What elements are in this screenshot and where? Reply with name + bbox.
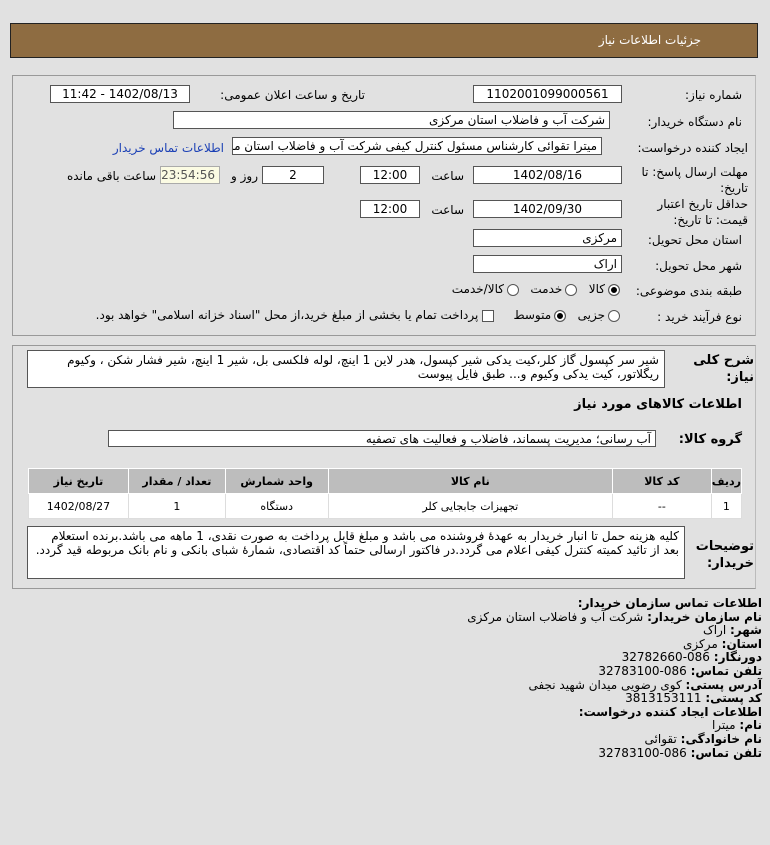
deadline-time-field: 12:00 (360, 166, 420, 184)
phone-value: 086-32783100 (598, 663, 687, 678)
announce-label: تاریخ و ساعت اعلان عمومی: (220, 88, 365, 102)
notes-field: کلیه هزینه حمل تا انبار خریدار به عهدهٔ … (27, 526, 685, 579)
process-label: نوع فرآیند خرید : (657, 310, 742, 324)
process-radio-group: جزیی متوسط پرداخت تمام یا بخشی از مبلغ خ… (96, 308, 620, 322)
contact-title: اطلاعات تماس سازمان خریدار: (577, 596, 762, 610)
contact-info: اطلاعات تماس سازمان خریدار: نام سازمان خ… (467, 596, 762, 760)
deadline-date-field: 1402/08/16 (473, 166, 622, 184)
family-value: تقوائی (644, 731, 677, 746)
col-date: تاریخ نیاز (28, 468, 129, 494)
city-label: شهر: (730, 623, 762, 638)
remaining-label: ساعت باقی مانده (66, 169, 156, 183)
validity-time-field: 12:00 (360, 200, 420, 218)
creator-phone-value: 086-32783100 (598, 745, 687, 760)
cell-qty: 1 (127, 493, 226, 519)
province-field: مرکزی (473, 229, 622, 247)
cell-row: 1 (710, 493, 743, 519)
province-label: استان محل تحویل: (647, 233, 742, 247)
goods-section-title: اطلاعات کالاهای مورد نیاز (574, 397, 742, 412)
fax-label: دورنگار: (713, 650, 762, 665)
cell-unit: دستگاه (224, 493, 329, 519)
goods-table: ردیف کد کالا نام کالا واحد شمارش تعداد /… (28, 468, 743, 519)
category-radio-group: کالا خدمت کالا/خدمت (452, 282, 620, 296)
creator-label: ایجاد کننده درخواست: (637, 141, 748, 155)
radio-icon[interactable] (506, 283, 519, 296)
page-header: جزئیات اطلاعات نیاز (10, 23, 758, 58)
need-info-panel (12, 75, 756, 336)
validity-date-field: 1402/09/30 (473, 200, 622, 218)
buyer-org-field: شرکت آب و فاضلاب استان مرکزی (173, 111, 610, 129)
city-label: شهر محل تحویل: (655, 259, 742, 273)
province-value: مرکزی (683, 636, 718, 651)
radio-selected-icon[interactable] (608, 283, 620, 296)
table-row: 1 -- تجهیزات جابجایی کلر دستگاه 1 1402/0… (28, 493, 743, 519)
table-header-row: ردیف کد کالا نام کالا واحد شمارش تعداد /… (28, 468, 743, 494)
family-label: نام خانوادگی: (680, 731, 762, 746)
address-value: کوی رضویی میدان شهید نجفی (528, 677, 682, 692)
creator-info-title: اطلاعات ایجاد کننده درخواست: (578, 704, 762, 719)
buyer-org-label: نام دستگاه خریدار: (647, 115, 743, 129)
deadline-time-label: ساعت (431, 169, 464, 183)
cell-code: -- (611, 493, 712, 519)
radio-icon[interactable] (565, 283, 578, 296)
buyer-contact-link[interactable]: اطلاعات تماس خریدار (112, 141, 224, 155)
category-option-goods[interactable]: کالا (589, 282, 620, 296)
radio-selected-icon[interactable] (554, 309, 567, 322)
cell-name: تجهیزات جابجایی کلر (327, 493, 613, 519)
notes-label: توضیحات خریدار: (695, 539, 754, 571)
col-unit: واحد شمارش (224, 468, 329, 494)
name-label: نام: (739, 718, 762, 733)
days-field: 2 (262, 166, 324, 184)
fax-value: 086-32782660 (621, 650, 710, 665)
col-name: نام کالا (327, 468, 613, 494)
col-qty: تعداد / مقدار (127, 468, 226, 494)
cell-date: 1402/08/27 (28, 493, 129, 519)
treasury-checkbox[interactable]: پرداخت تمام یا بخشی از مبلغ خرید،از محل … (96, 308, 495, 322)
validity-time-label: ساعت (431, 203, 464, 217)
col-code: کد کالا (611, 468, 712, 494)
org-value: شرکت آب و فاضلاب استان مرکزی (467, 609, 644, 624)
need-number-label: شماره نیاز: (685, 88, 742, 102)
postal-label: کد پستی: (705, 691, 762, 706)
address-label: آدرس پستی: (685, 677, 762, 692)
radio-icon[interactable] (608, 309, 620, 322)
process-option-minor[interactable]: جزیی (578, 308, 620, 322)
need-number-field: 1102001099000561 (473, 85, 622, 103)
process-option-medium[interactable]: متوسط (513, 308, 567, 322)
org-label: نام سازمان خریدار: (647, 609, 762, 624)
announce-field: 1402/08/13 - 11:42 (50, 85, 190, 103)
description-field: شیر سر کپسول گاز کلر،کیت یدکی شیر کپسول،… (27, 350, 665, 388)
phone-label: تلفن تماس: (690, 663, 762, 678)
deadline-label: مهلت ارسال پاسخ: تا تاریخ: (641, 165, 748, 195)
description-label: شرح کلی نیاز: (693, 353, 754, 385)
city-field: اراک (473, 255, 622, 273)
checkbox-icon[interactable] (482, 309, 495, 322)
goods-group-label: گروه کالا: (678, 432, 742, 447)
city-value: اراک (702, 623, 727, 638)
name-value: میترا (711, 718, 736, 733)
col-row: ردیف (710, 468, 743, 494)
goods-panel (12, 345, 756, 589)
category-option-service[interactable]: خدمت (530, 282, 578, 296)
days-label: روز و (231, 169, 258, 183)
creator-field: میترا تقوائی کارشناس مسئول کنترل کیفی شر… (232, 137, 602, 155)
goods-group-field: آب رسانی؛ مدیریت پسماند، فاضلاب و فعالیت… (108, 430, 656, 447)
province-label: استان: (721, 636, 762, 651)
category-option-both[interactable]: کالا/خدمت (452, 282, 519, 296)
postal-value: 3813153111 (625, 691, 702, 706)
category-label: طبقه بندی موضوعی: (635, 284, 742, 298)
validity-label: حداقل تاریخ اعتبار قیمت: تا تاریخ: (657, 197, 748, 227)
creator-phone-label: تلفن تماس: (690, 745, 762, 760)
remaining-time-field: 23:54:56 (160, 166, 220, 184)
